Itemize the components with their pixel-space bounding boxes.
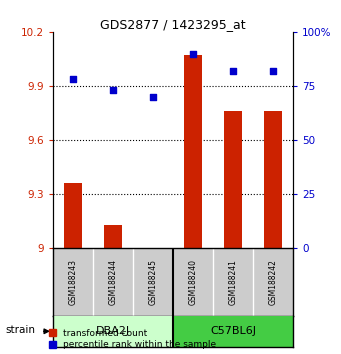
Text: GSM188240: GSM188240 (189, 259, 197, 305)
Text: GSM188241: GSM188241 (229, 259, 238, 305)
Text: GSM188244: GSM188244 (108, 259, 117, 305)
Bar (184, 55, 202, 248)
Title: GDS2877 / 1423295_at: GDS2877 / 1423295_at (100, 18, 246, 31)
Point (190, 51, 196, 56)
Legend: transformed count, percentile rank within the sample: transformed count, percentile rank withi… (49, 329, 217, 349)
Bar (53, 316, 173, 347)
Text: GSM188242: GSM188242 (269, 259, 278, 305)
Bar (224, 111, 242, 248)
Point (270, 68, 276, 74)
Text: C57BL6J: C57BL6J (210, 326, 256, 336)
Bar (173, 316, 293, 347)
Bar (64, 183, 82, 248)
Text: DBA2J: DBA2J (96, 326, 130, 336)
Text: strain: strain (5, 325, 35, 335)
Bar (264, 111, 282, 248)
Point (110, 87, 116, 93)
Point (150, 94, 156, 99)
Text: GSM188245: GSM188245 (149, 259, 158, 305)
Point (231, 68, 236, 74)
Point (70, 77, 76, 82)
Text: GSM188243: GSM188243 (69, 259, 77, 305)
Bar (104, 225, 122, 248)
